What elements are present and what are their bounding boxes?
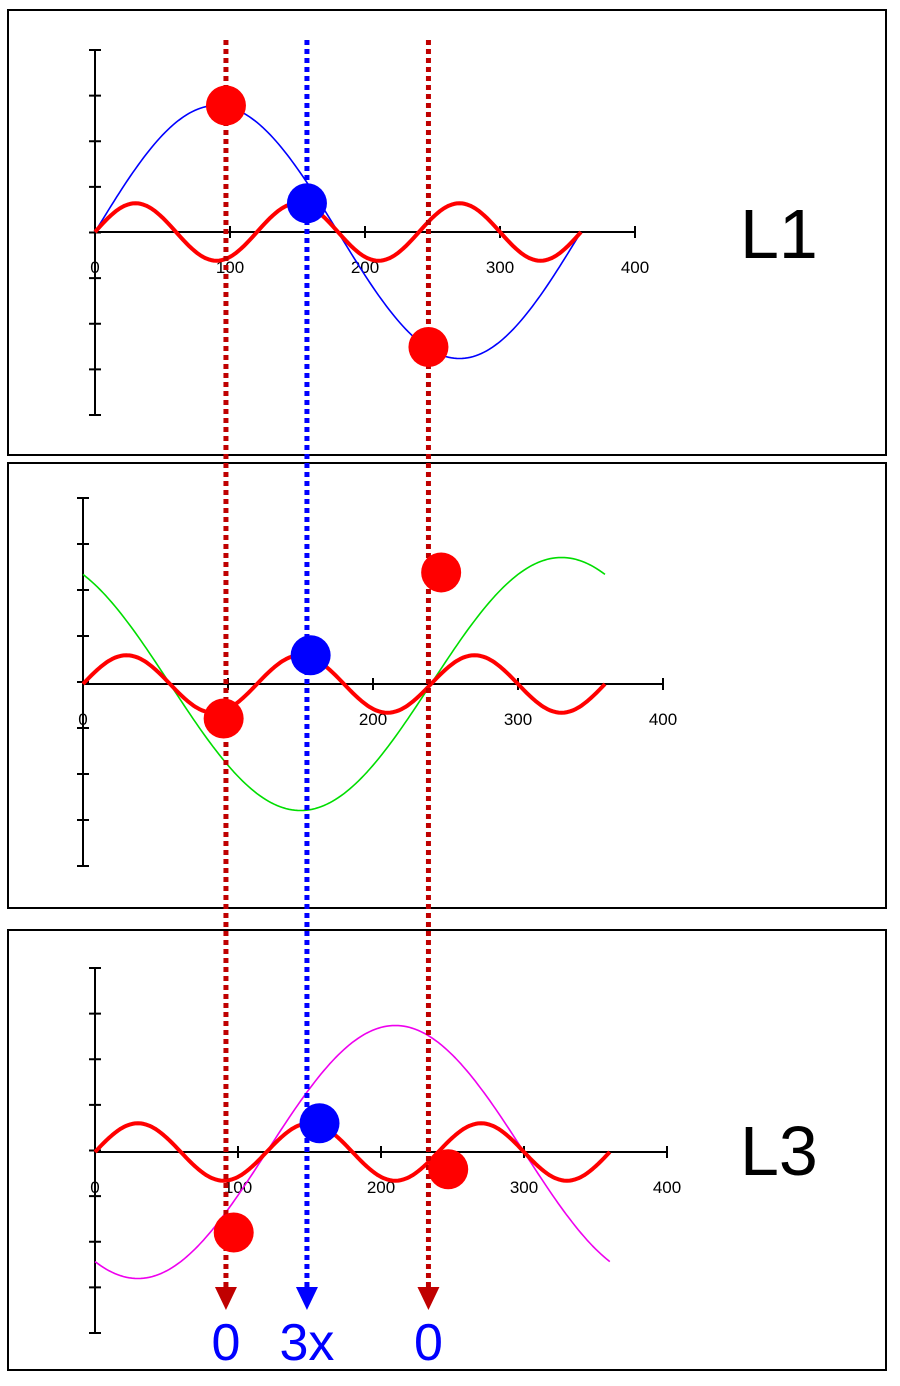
marker-dot (290, 635, 331, 676)
x-tick-label: 400 (649, 710, 677, 729)
guide-arrow-head (214, 1287, 237, 1310)
panel-label: L3 (740, 1112, 818, 1190)
harmonic-curve (93, 1121, 612, 1183)
x-tick-label: 400 (653, 1178, 681, 1197)
marker-dot (299, 1103, 340, 1144)
x-tick-label: 100 (224, 1178, 252, 1197)
marker-dot (408, 327, 449, 367)
result-label: 0 (211, 1314, 240, 1372)
x-tick-label: 200 (359, 710, 387, 729)
guide-arrow-head (295, 1287, 318, 1310)
x-tick-label: 400 (621, 258, 649, 277)
x-tick-label: 300 (504, 710, 532, 729)
x-tick-label: 0 (90, 1178, 99, 1197)
marker-dot (421, 552, 462, 593)
panels-layer: 0100200300400L10100200300400010020030040… (7, 9, 887, 1371)
marker-dot (213, 1212, 254, 1253)
x-tick-label: 200 (367, 1178, 395, 1197)
marker-dot (428, 1149, 469, 1190)
marker-dot (286, 183, 327, 224)
panel-1: 0 100 200 300 400 L1 (7, 9, 887, 456)
markers-layer (203, 85, 469, 1253)
marker-dot (205, 85, 246, 126)
result-label: 3x (279, 1314, 334, 1372)
harmonic-curve (93, 201, 583, 263)
guide-arrow-head (417, 1287, 440, 1310)
panel-3: 0 100 200 300 400 L3 (7, 929, 887, 1371)
x-tick-label: 0 (90, 258, 99, 277)
panel-label: L1 (740, 195, 818, 273)
results-layer: 0 3x 0 (211, 1314, 442, 1372)
x-tick-label: 300 (510, 1178, 538, 1197)
marker-dot (203, 698, 244, 739)
panel-frame (7, 929, 887, 1371)
panel-frame (7, 462, 887, 909)
x-tick-label: 0 (78, 710, 87, 729)
x-tick-label: 100 (216, 258, 244, 277)
x-tick-label: 300 (486, 258, 514, 277)
result-label: 0 (414, 1314, 443, 1372)
panel-frame (7, 9, 887, 456)
harmonic-curve (81, 653, 607, 715)
